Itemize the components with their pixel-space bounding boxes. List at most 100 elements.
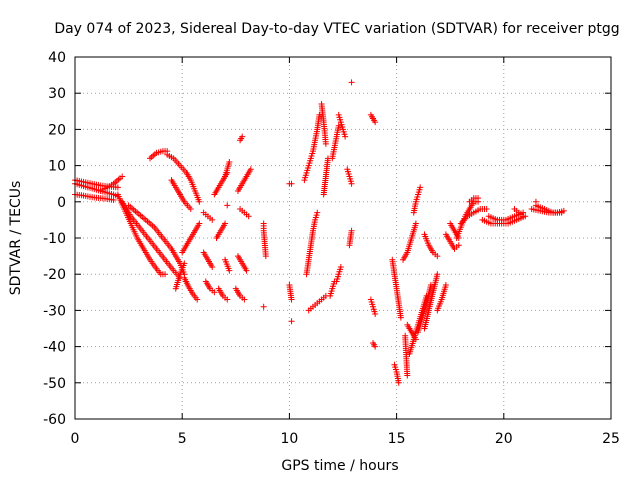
data-point-fill	[371, 117, 378, 124]
data-point-fill	[348, 229, 355, 236]
data-point-fill	[214, 186, 221, 193]
data-point-fill	[307, 305, 314, 312]
data-point-fill	[330, 280, 337, 287]
series-g3	[335, 111, 349, 140]
data-point-fill	[115, 176, 122, 183]
data-point-fill	[475, 207, 482, 214]
data-point-fill	[369, 301, 376, 308]
data-point-fill	[242, 265, 249, 272]
data-point	[224, 202, 231, 209]
series-g7	[327, 278, 338, 299]
y-tick-label: 20	[48, 122, 66, 138]
data-point-fill	[222, 294, 229, 301]
series-m3	[532, 198, 539, 205]
data-point-fill	[190, 229, 197, 236]
series-h3	[370, 339, 379, 350]
data-point-fill	[180, 196, 187, 203]
series-c4	[172, 260, 188, 292]
data-point-fill	[305, 258, 312, 265]
series-f2	[286, 282, 295, 303]
series-f6	[305, 292, 329, 314]
data-point-fill	[238, 135, 245, 142]
data-point-fill	[371, 308, 378, 315]
data-point-fill	[95, 182, 102, 189]
data-point-fill	[313, 212, 320, 219]
data-point-fill	[188, 289, 195, 296]
data-point-fill	[162, 148, 169, 155]
data-point-fill	[423, 302, 430, 309]
data-point-fill	[339, 123, 346, 130]
data-point-fill	[446, 236, 453, 243]
y-tick-label: -20	[43, 267, 66, 283]
data-point-fill	[262, 250, 269, 257]
data-point-fill	[87, 180, 94, 187]
series-d8	[222, 158, 233, 180]
data-point-fill	[143, 233, 150, 240]
series-a2	[72, 191, 117, 203]
data-point-fill	[139, 244, 146, 251]
data-point-fill	[176, 273, 183, 280]
series-i2	[391, 361, 402, 386]
data-point-fill	[485, 219, 492, 226]
data-point-fill	[407, 327, 414, 334]
data-point-fill	[288, 294, 295, 301]
data-point-fill	[337, 116, 344, 123]
data-point-fill	[126, 218, 133, 225]
data-point-fill	[169, 265, 176, 272]
data-point-fill	[158, 233, 165, 240]
data-point-fill	[556, 209, 563, 216]
data-point-fill	[141, 215, 148, 222]
axis-ticks: 0 5 10 15 20 25 -60 -50 -40 -30 -20 -10 0 10 20 30 40	[43, 50, 620, 447]
data-point-fill	[337, 266, 344, 273]
data-point-fill	[112, 184, 119, 191]
data-point-fill	[371, 341, 378, 348]
series-l3	[511, 206, 527, 220]
data-point-fill	[175, 160, 182, 167]
series-g5	[346, 227, 355, 249]
data-point	[532, 198, 539, 205]
series-d2	[200, 209, 216, 223]
series-e2	[237, 206, 252, 220]
series-c6	[179, 220, 203, 256]
series-f1	[286, 180, 295, 187]
data-point-fill	[239, 207, 246, 214]
series-g1	[329, 122, 342, 162]
data-point-fill	[393, 283, 400, 290]
data-point-fill	[462, 215, 469, 222]
series-d9	[224, 202, 231, 209]
data-point-fill	[472, 195, 479, 202]
data-points	[72, 79, 567, 386]
data-point-fill	[442, 284, 449, 291]
series-j1	[421, 231, 441, 260]
data-point-fill	[481, 206, 488, 213]
data-point-fill	[225, 265, 232, 272]
data-point-fill	[424, 240, 431, 247]
data-point-fill	[173, 186, 180, 193]
data-point-fill	[167, 244, 174, 251]
data-point-fill	[407, 237, 414, 244]
data-point-fill	[152, 263, 159, 270]
data-point	[288, 180, 295, 187]
data-point-fill	[468, 196, 475, 203]
series-e7	[260, 303, 267, 310]
data-point-fill	[465, 207, 472, 214]
x-tick-label: 15	[388, 431, 406, 447]
data-point-fill	[157, 148, 164, 155]
data-point-fill	[395, 298, 402, 305]
data-point-fill	[316, 298, 323, 305]
data-point-fill	[221, 222, 228, 229]
x-tick-label: 10	[280, 431, 298, 447]
data-point-fill	[238, 182, 245, 189]
series-e5	[237, 133, 246, 144]
data-point-fill	[186, 175, 193, 182]
y-tick-label: -50	[43, 376, 66, 392]
data-point-fill	[311, 139, 318, 146]
data-point	[260, 303, 267, 310]
series-i4	[400, 220, 419, 263]
data-point-fill	[208, 262, 215, 269]
data-point-fill	[539, 205, 546, 212]
data-point-fill	[322, 138, 329, 145]
data-point-fill	[76, 192, 83, 199]
data-point-fill	[509, 214, 516, 221]
